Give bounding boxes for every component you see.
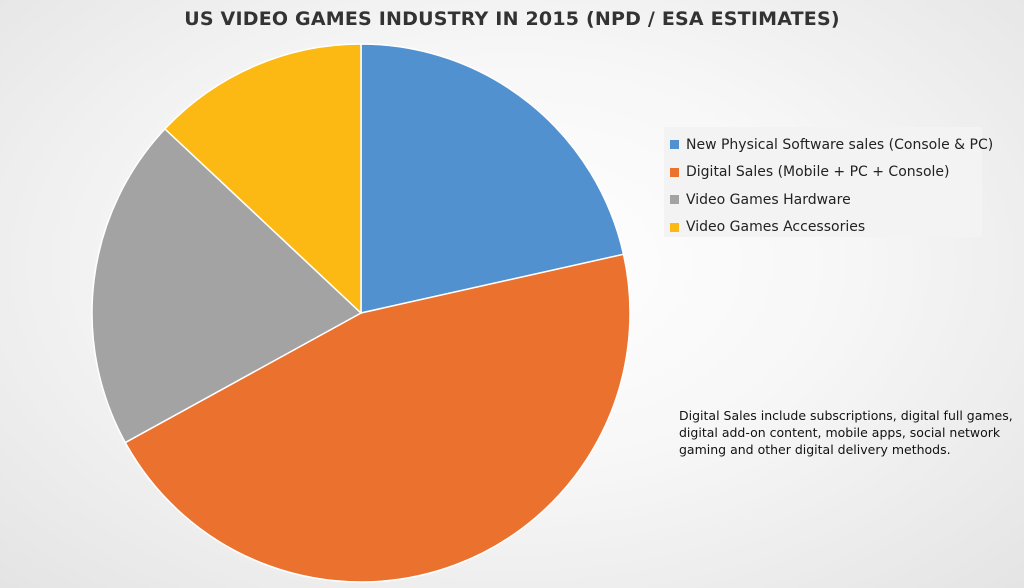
chart-title: US VIDEO GAMES INDUSTRY IN 2015 (NPD / E… xyxy=(184,8,840,30)
legend-item-physical-software: New Physical Software sales (Console & P… xyxy=(670,131,993,159)
legend-item-hardware: Video Games Hardware xyxy=(670,186,982,214)
legend-label-accessories: Video Games Accessories xyxy=(686,219,866,236)
footnote-line-2: digital add-on content, mobile apps, soc… xyxy=(679,425,1001,440)
slice-physical-software xyxy=(360,43,625,314)
footnote-line-3: gaming and other digital delivery method… xyxy=(679,442,951,457)
slice-accessories xyxy=(164,43,362,314)
legend-swatch-digital-sales xyxy=(670,167,679,177)
footnote-line-1: Digital Sales include subscriptions, dig… xyxy=(679,408,1013,423)
legend-label-digital-sales: Digital Sales (Mobile + PC + Console) xyxy=(686,164,950,181)
legend-swatch-hardware xyxy=(670,195,679,205)
legend-item-digital-sales: Digital Sales (Mobile + PC + Console) xyxy=(670,159,982,187)
legend-label-hardware: Video Games Hardware xyxy=(686,191,851,208)
slice-hardware xyxy=(91,128,362,444)
legend: New Physical Software sales (Console & P… xyxy=(664,127,993,237)
slice-digital-sales xyxy=(124,253,631,583)
legend-swatch-physical-software xyxy=(670,140,679,150)
legend-item-accessories: Video Games Accessories xyxy=(670,214,982,242)
legend-swatch-accessories xyxy=(670,222,679,232)
footnote: Digital Sales include subscriptions, dig… xyxy=(679,407,1013,458)
legend-label-physical-software: New Physical Software sales (Console & P… xyxy=(686,136,994,153)
